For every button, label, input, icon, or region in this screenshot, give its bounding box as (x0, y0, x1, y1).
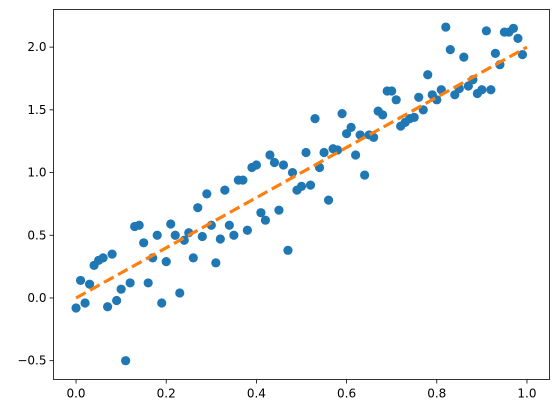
scatter-point (260, 215, 271, 225)
scatter-point (152, 230, 162, 240)
scatter-point (202, 189, 212, 199)
scatter-point (486, 85, 496, 95)
scatter-point (301, 147, 311, 158)
scatter-point (251, 160, 262, 170)
scatter-point (161, 257, 171, 267)
y-tick-label: 1.5 (27, 103, 46, 117)
scatter-point (481, 26, 491, 36)
scatter-point (409, 112, 419, 122)
y-tick-label: 2.0 (27, 40, 46, 54)
scatter-point (296, 181, 307, 191)
y-tick-label: 0.0 (27, 291, 46, 305)
scatter-point (84, 279, 95, 289)
scatter-point (319, 147, 329, 158)
scatter-point (103, 302, 113, 312)
scatter-point (445, 45, 455, 55)
scatter-point (441, 22, 451, 32)
y-tick-label: 1.0 (27, 166, 46, 180)
chart-marks (71, 22, 528, 366)
scatter-point (215, 234, 225, 244)
scatter-point (423, 70, 433, 80)
scatter-point (283, 245, 293, 255)
scatter-point (310, 114, 320, 124)
scatter-point (229, 230, 239, 240)
scatter-point (166, 219, 176, 229)
scatter-point (256, 208, 266, 218)
fit-line (75, 45, 528, 300)
scatter-point (170, 230, 180, 240)
scatter-point (490, 48, 500, 59)
scatter-point (188, 253, 198, 263)
scatter-point (220, 185, 230, 195)
scatter-point (116, 284, 126, 294)
scatter-point (351, 150, 361, 160)
x-axis-ticks: 0.0 0.2 0.4 0.6 0.8 1.0 (66, 379, 537, 401)
scatter-point (98, 253, 108, 263)
scatter-point (508, 23, 519, 33)
scatter-point (360, 170, 370, 180)
y-tick-label: −0.5 (17, 354, 46, 368)
x-tick-label: 0.0 (66, 387, 85, 401)
scatter-point (121, 356, 131, 366)
scatter-point (278, 160, 289, 170)
scatter-point (337, 109, 347, 119)
scatter-point (193, 203, 203, 213)
scatter-point (513, 33, 523, 43)
scatter-point (125, 278, 135, 288)
scatter-point (346, 122, 356, 132)
x-tick-label: 0.4 (247, 387, 266, 401)
scatter-point (391, 95, 401, 105)
scatter-point (269, 157, 280, 168)
plot-area-frame (53, 9, 550, 380)
scatter-point (143, 278, 153, 288)
scatter-point (197, 231, 207, 242)
scatter-point (517, 50, 528, 60)
scatter-point (75, 275, 86, 286)
scatter-point (274, 205, 284, 215)
scatter-point (175, 288, 185, 298)
scatter-point (378, 110, 388, 120)
scatter-point (211, 258, 221, 268)
x-tick-label: 0.2 (157, 387, 176, 401)
scatter-point (107, 249, 117, 259)
y-axis-ticks: −0.5 0.0 0.5 1.0 1.5 2.0 (17, 40, 54, 368)
scatter-point (387, 86, 397, 96)
scatter-point (323, 195, 334, 205)
scatter-point (224, 220, 234, 230)
x-tick-label: 1.0 (517, 387, 536, 401)
scatter-point (157, 298, 167, 308)
scatter-point (80, 298, 90, 308)
scatter-point (459, 52, 469, 62)
y-tick-label: 0.5 (27, 228, 46, 242)
scatter-point (71, 303, 81, 313)
scatter-point (477, 85, 487, 95)
scatter-point (265, 150, 275, 160)
x-tick-label: 0.8 (427, 387, 446, 401)
scatter-point (414, 92, 424, 102)
scatter-point (242, 225, 252, 235)
scatter-point (139, 238, 149, 248)
x-tick-label: 0.6 (337, 387, 356, 401)
scatter-point (112, 295, 122, 306)
scatter-point (238, 175, 248, 185)
scatter-point (305, 180, 316, 190)
scatter-point (134, 220, 144, 230)
